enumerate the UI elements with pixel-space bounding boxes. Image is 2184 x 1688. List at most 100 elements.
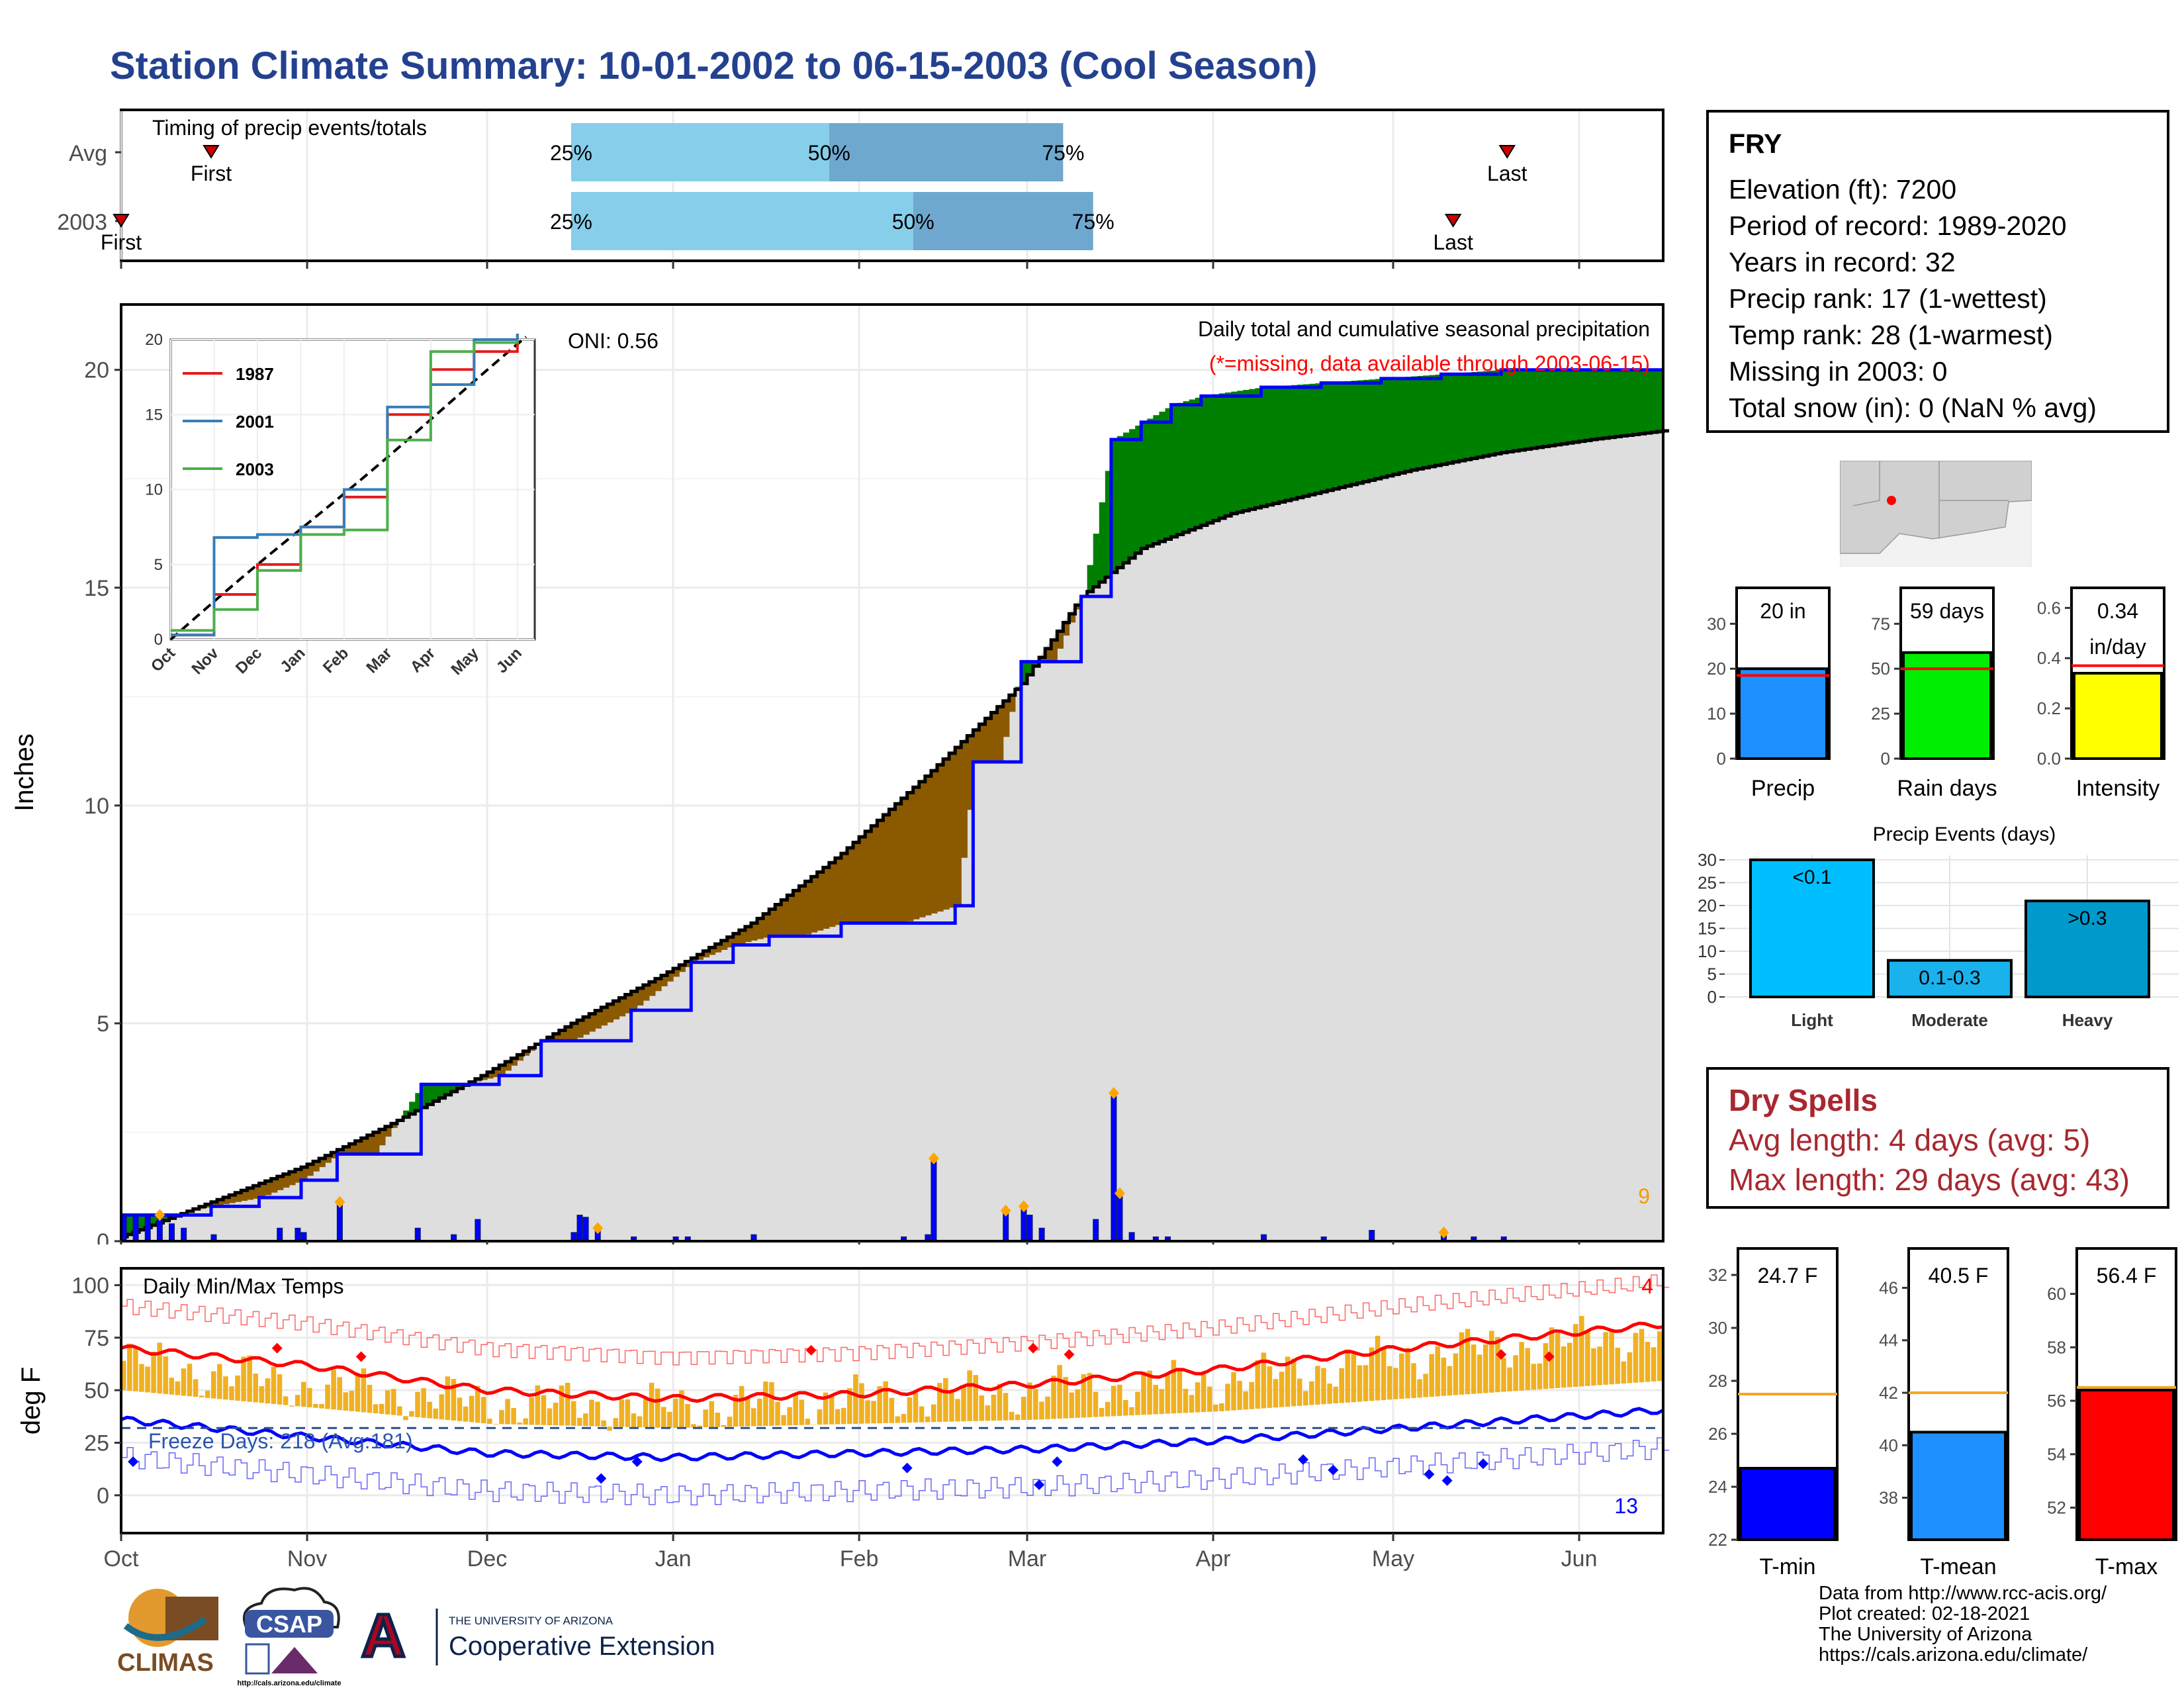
wet-fill: [1507, 369, 1514, 452]
wet-fill: [1261, 387, 1268, 506]
wet-fill: [1495, 370, 1502, 454]
daily-temp-bar: [1639, 1329, 1645, 1383]
daily-precip-bar: [1111, 1092, 1117, 1242]
daily-temp-bar: [1255, 1360, 1261, 1409]
daily-temp-bar: [487, 1419, 492, 1424]
dry-fill: [775, 904, 782, 937]
temp-min-count: 13: [1614, 1494, 1638, 1518]
first-event-label: First: [101, 230, 142, 254]
wet-fill: [1633, 369, 1640, 435]
daily-temp-bar: [385, 1390, 390, 1415]
daily-temp-bar: [1579, 1316, 1584, 1387]
daily-temp-bar: [1465, 1329, 1471, 1395]
daily-temp-bar: [445, 1376, 451, 1421]
daily-temp-bar: [1129, 1407, 1134, 1416]
dry-fill: [967, 735, 974, 810]
temp-summary-bar: [2078, 1388, 2175, 1541]
timing-bar-50-75: [829, 123, 1064, 181]
daily-temp-bar: [259, 1386, 265, 1403]
timing-p75-label: 75%: [1042, 141, 1084, 165]
info-precip-rank: Precip rank: 17 (1-wettest): [1729, 283, 2047, 314]
daily-temp-bar: [901, 1414, 907, 1423]
wet-fill: [1363, 379, 1370, 482]
dry-fill: [385, 1126, 392, 1137]
daily-temp-bar: [1303, 1391, 1308, 1406]
daily-temp-bar: [1627, 1352, 1633, 1383]
daily-precip-marker: [928, 1152, 939, 1164]
csap-chart-icon: [245, 1643, 270, 1675]
dry-fill: [1039, 657, 1046, 662]
daily-temp-bar: [1651, 1347, 1657, 1382]
wet-fill: [1405, 377, 1412, 472]
last-event-marker: [1444, 214, 1462, 228]
daily-temp-bar: [673, 1398, 678, 1429]
dry-fill: [877, 820, 884, 923]
daily-temp-bar: [721, 1425, 727, 1427]
wet-fill: [1603, 369, 1610, 438]
wet-fill: [1615, 369, 1622, 437]
wet-fill: [1159, 411, 1166, 542]
dry-fill: [631, 991, 638, 1011]
wet-fill: [1639, 369, 1646, 434]
daily-temp-bar: [1405, 1348, 1410, 1399]
temp-summary-y-tick-label: 38: [1879, 1488, 1898, 1508]
dry-fill: [793, 890, 800, 937]
daily-temp-bar: [883, 1381, 888, 1423]
daily-precip-marker: [1114, 1187, 1125, 1199]
wet-fill: [1249, 389, 1256, 510]
daily-temp-bar: [511, 1407, 516, 1425]
wet-fill: [1195, 397, 1202, 528]
wet-fill: [1447, 373, 1454, 463]
daily-temp-bar: [277, 1374, 283, 1405]
footer-line-university: The University of Arizona: [1819, 1624, 2032, 1645]
daily-temp-bar: [936, 1383, 942, 1423]
daily-temp-bar: [349, 1391, 355, 1411]
dry-fill: [355, 1141, 362, 1154]
temp-x-tick-label: Mar: [1008, 1546, 1047, 1571]
wet-fill: [1219, 393, 1226, 518]
temp-x-tick-label: Oct: [104, 1546, 139, 1571]
temp-frame: [120, 1267, 1664, 1534]
daily-temp-bar: [1483, 1344, 1488, 1393]
record-low-marker: [1478, 1458, 1489, 1470]
dry-fill: [691, 958, 698, 962]
daily-temp-bar: [187, 1364, 193, 1397]
daily-temp-bar: [1087, 1373, 1093, 1418]
daily-temp-bar: [1609, 1330, 1614, 1385]
wet-fill: [1213, 394, 1220, 521]
record-high-marker: [1028, 1342, 1039, 1354]
dry-fill: [763, 914, 770, 938]
daily-temp-bar: [757, 1398, 762, 1427]
dry-fill: [229, 1195, 236, 1203]
dry-fill: [283, 1174, 290, 1188]
wet-fill: [1225, 392, 1232, 516]
wet-fill: [1591, 369, 1598, 440]
dry-fill: [313, 1161, 320, 1172]
dry-fill: [847, 847, 854, 923]
daily-temp-bar: [763, 1382, 768, 1427]
daily-temp-bar: [1099, 1407, 1105, 1417]
dry-fill: [1069, 614, 1076, 623]
daily-temp-bar: [769, 1382, 774, 1426]
dry-fill: [349, 1144, 356, 1154]
daily-temp-bar: [223, 1376, 228, 1400]
events-y-tick-label: 25: [1698, 872, 1717, 892]
daily-temp-bar: [283, 1396, 289, 1405]
dry-fill: [931, 771, 938, 914]
wet-fill: [1387, 378, 1394, 476]
daily-temp-bar: [217, 1364, 222, 1399]
dry-fill: [499, 1065, 506, 1076]
daily-temp-bar: [355, 1374, 361, 1412]
daily-temp-bar: [1177, 1368, 1183, 1413]
oni-label: ONI: 0.56: [568, 329, 659, 353]
inset-avg-line: [169, 336, 527, 641]
daily-precip-bar: [576, 1215, 583, 1242]
daily-temp-bar: [1261, 1352, 1267, 1409]
daily-temp-bar: [523, 1418, 528, 1425]
daily-temp-bar: [823, 1392, 829, 1425]
wet-fill: [1537, 369, 1544, 447]
temp-summary-y-tick-label: 22: [1708, 1530, 1727, 1550]
daily-temp-bar: [781, 1415, 786, 1426]
daily-temp-bar: [979, 1395, 985, 1421]
daily-temp-bar: [151, 1351, 156, 1393]
